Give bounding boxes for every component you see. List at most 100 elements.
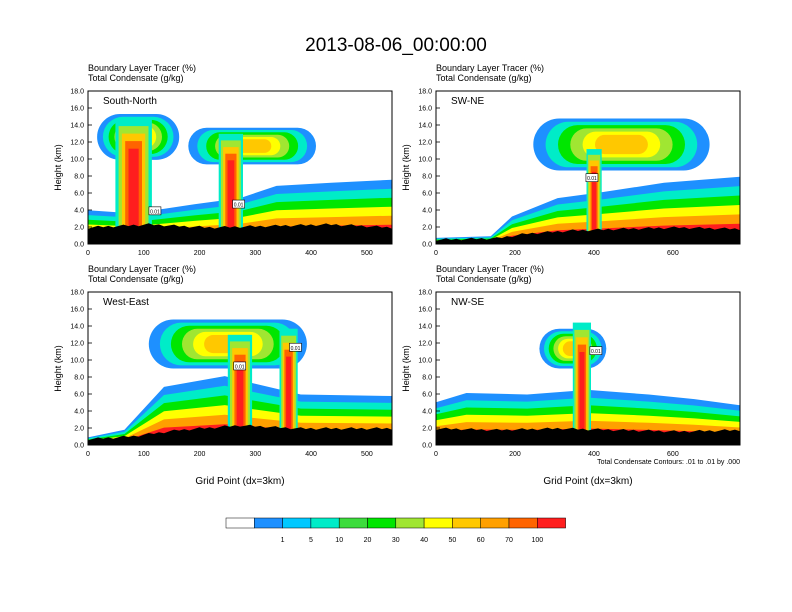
y-tick-label: 12.0 — [70, 140, 84, 147]
colorbar-legend: 1 5 10 20 30 40 50 60 70 100 — [225, 517, 566, 544]
y-tick-label: 18.0 — [70, 89, 84, 96]
colorbar-level-label: 60 — [477, 537, 485, 544]
colorbar-swatch — [537, 517, 566, 529]
contour-label-box — [589, 346, 603, 355]
tracer-field — [436, 292, 740, 445]
colorbar-level-label: 30 — [392, 537, 400, 544]
colorbar-level-label: 20 — [364, 537, 372, 544]
panel-condensate-label: Total Condensate (g/kg) — [88, 274, 184, 284]
x-tick-label: 400 — [588, 451, 600, 458]
contour-label: 0.01 — [587, 176, 597, 182]
y-tick-label: 2.0 — [74, 426, 84, 433]
colorbar-level-label: 40 — [420, 537, 428, 544]
tracer-field — [436, 91, 740, 244]
panel-nw-se: Boundary Layer Tracer (%) Total Condensat… — [401, 264, 741, 487]
x-tick-label: 400 — [305, 451, 317, 458]
y-tick-label: 8.0 — [74, 375, 84, 382]
panel-south-north: Boundary Layer Tracer (%)Total Condensat… — [53, 63, 393, 257]
x-tick-label: 600 — [667, 451, 679, 458]
panel-direction-label: South-North — [103, 96, 157, 107]
colorbar-swatch — [282, 517, 312, 529]
y-tick-label: 6.0 — [74, 191, 84, 198]
y-tick-label: 2.0 — [422, 426, 432, 433]
anvil-layer — [595, 134, 648, 155]
x-tick-label: 600 — [667, 250, 679, 257]
x-tick-label: 400 — [305, 250, 317, 257]
y-tick-label: 6.0 — [74, 392, 84, 399]
convective-tower — [579, 352, 585, 445]
convective-tower — [592, 171, 597, 244]
convective-tower — [236, 361, 244, 445]
site-marker — [586, 432, 594, 440]
y-tick-label: 6.0 — [422, 191, 432, 198]
y-tick-label: 8.0 — [74, 174, 84, 181]
figure-title: 2013-08-06_00:00:00 — [305, 35, 487, 56]
contour-label: 0.01 — [591, 349, 601, 355]
y-tick-label: 6.0 — [422, 392, 432, 399]
colorbar-swatch — [508, 517, 538, 529]
colorbar-swatch — [225, 517, 255, 529]
panel-condensate-label: Total Condensate (g/kg) — [88, 73, 184, 83]
x-axis-label: Grid Point (dx=3km) — [543, 476, 632, 487]
colorbar-level-label: 5 — [309, 537, 313, 544]
y-tick-label: 4.0 — [422, 208, 432, 215]
contour-label-box — [233, 361, 247, 371]
panel-west-east: Boundary Layer Tracer (%)Total Condensat… — [53, 264, 393, 487]
y-tick-label: 12.0 — [418, 341, 432, 348]
contour-label: 0.01 — [234, 203, 244, 209]
y-tick-label: 10.0 — [418, 358, 432, 365]
y-tick-label: 0.0 — [74, 443, 84, 450]
colorbar-level-label: 1 — [281, 537, 285, 544]
x-tick-label: 0 — [434, 250, 438, 257]
y-tick-label: 18.0 — [70, 290, 84, 297]
y-tick-label: 14.0 — [418, 123, 432, 130]
panel-tracer-label: Boundary Layer Tracer (%) — [436, 264, 544, 274]
site-marker — [237, 432, 245, 440]
x-tick-label: 100 — [138, 250, 150, 257]
colorbar-level-label: 10 — [335, 537, 343, 544]
plot-frame — [435, 291, 741, 446]
panel-tracer-label: Boundary Layer Tracer (%) — [436, 63, 544, 73]
y-tick-label: 8.0 — [422, 375, 432, 382]
tracer-field — [88, 91, 392, 244]
x-tick-label: 200 — [509, 451, 521, 458]
x-tick-label: 0 — [434, 451, 438, 458]
y-tick-label: 4.0 — [422, 409, 432, 416]
y-tick-label: 14.0 — [70, 324, 84, 331]
y-tick-label: 12.0 — [70, 341, 84, 348]
y-tick-label: 18.0 — [418, 290, 432, 297]
y-axis-label: Height (km) — [401, 345, 411, 392]
panel-direction-label: West-East — [103, 297, 149, 308]
contour-label: 0.01 — [150, 209, 160, 215]
plot-frame — [87, 90, 393, 245]
y-tick-label: 2.0 — [74, 225, 84, 232]
x-tick-label: 400 — [588, 250, 600, 257]
y-tick-label: 12.0 — [418, 140, 432, 147]
contour-label-box — [585, 173, 599, 182]
contour-label-box — [232, 199, 245, 209]
y-tick-label: 8.0 — [422, 174, 432, 181]
x-tick-label: 300 — [249, 451, 261, 458]
y-tick-label: 14.0 — [418, 324, 432, 331]
colorbar-swatch — [254, 517, 283, 529]
panel-tracer-label: Boundary Layer Tracer (%) — [88, 264, 196, 274]
y-tick-label: 4.0 — [74, 409, 84, 416]
plot-frame — [87, 291, 393, 446]
y-axis-label: Height (km) — [53, 345, 63, 392]
x-tick-label: 200 — [509, 250, 521, 257]
y-tick-label: 0.0 — [422, 242, 432, 249]
colorbar-swatch — [310, 517, 340, 529]
site-marker — [237, 231, 245, 239]
contour-note: Total Condensate Contours: .01 to .01 by… — [597, 459, 740, 466]
colorbar-swatch — [480, 517, 510, 529]
y-tick-label: 2.0 — [422, 225, 432, 232]
y-tick-label: 10.0 — [70, 358, 84, 365]
plot-frame — [435, 90, 741, 245]
y-tick-label: 0.0 — [74, 242, 84, 249]
panel-direction-label: NW-SE — [451, 297, 484, 308]
y-tick-label: 16.0 — [418, 106, 432, 113]
panel-tracer-label: Boundary Layer Tracer (%) — [88, 63, 196, 73]
colorbar-level-label: 100 — [531, 537, 543, 544]
x-axis-label: Grid Point (dx=3km) — [195, 476, 284, 487]
